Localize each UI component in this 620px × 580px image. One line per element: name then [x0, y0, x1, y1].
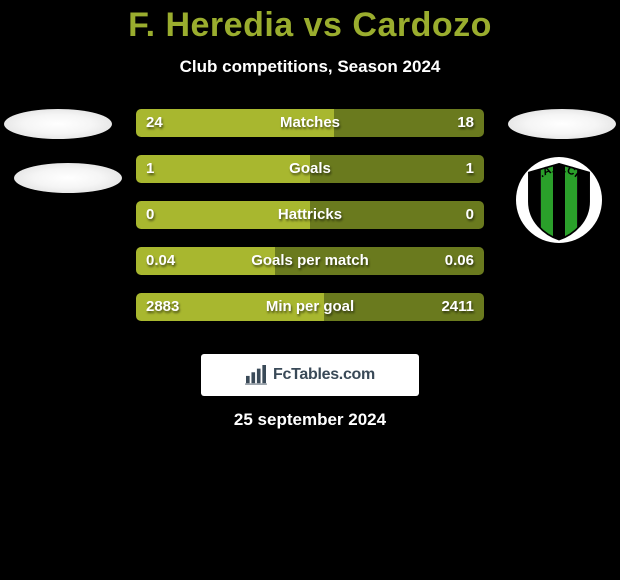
brand-box: FcTables.com — [201, 354, 419, 396]
club-right-badge: C.A.N.CH. — [516, 157, 602, 243]
page-title: F. Heredia vs Cardozo — [0, 0, 620, 45]
comparison-infographic: F. Heredia vs Cardozo Club competitions,… — [0, 0, 620, 580]
brand-text: FcTables.com — [273, 366, 375, 384]
stat-row: 28832411Min per goal — [136, 293, 484, 321]
date-text: 25 september 2024 — [0, 410, 620, 430]
club-left-avatar-placeholder — [14, 163, 122, 193]
stat-row: 11Goals — [136, 155, 484, 183]
bar-chart-icon — [245, 365, 267, 385]
stat-row: 0.040.06Goals per match — [136, 247, 484, 275]
stat-label: Min per goal — [136, 293, 484, 321]
stat-label: Matches — [136, 109, 484, 137]
stat-label: Goals per match — [136, 247, 484, 275]
stat-label: Hattricks — [136, 201, 484, 229]
club-badge-icon: C.A.N.CH. — [516, 157, 602, 243]
subtitle: Club competitions, Season 2024 — [0, 45, 620, 77]
player-right-avatar-placeholder — [508, 109, 616, 139]
stats-area: C.A.N.CH. 2418Matches 11Goals 00Hattricks 0… — [0, 109, 620, 331]
stat-row: 00Hattricks — [136, 201, 484, 229]
stat-rows: 2418Matches 11Goals 00Hattricks 0.040.06Goa… — [136, 109, 484, 339]
stat-row: 2418Matches — [136, 109, 484, 137]
player-left-avatar-placeholder — [4, 109, 112, 139]
stat-label: Goals — [136, 155, 484, 183]
